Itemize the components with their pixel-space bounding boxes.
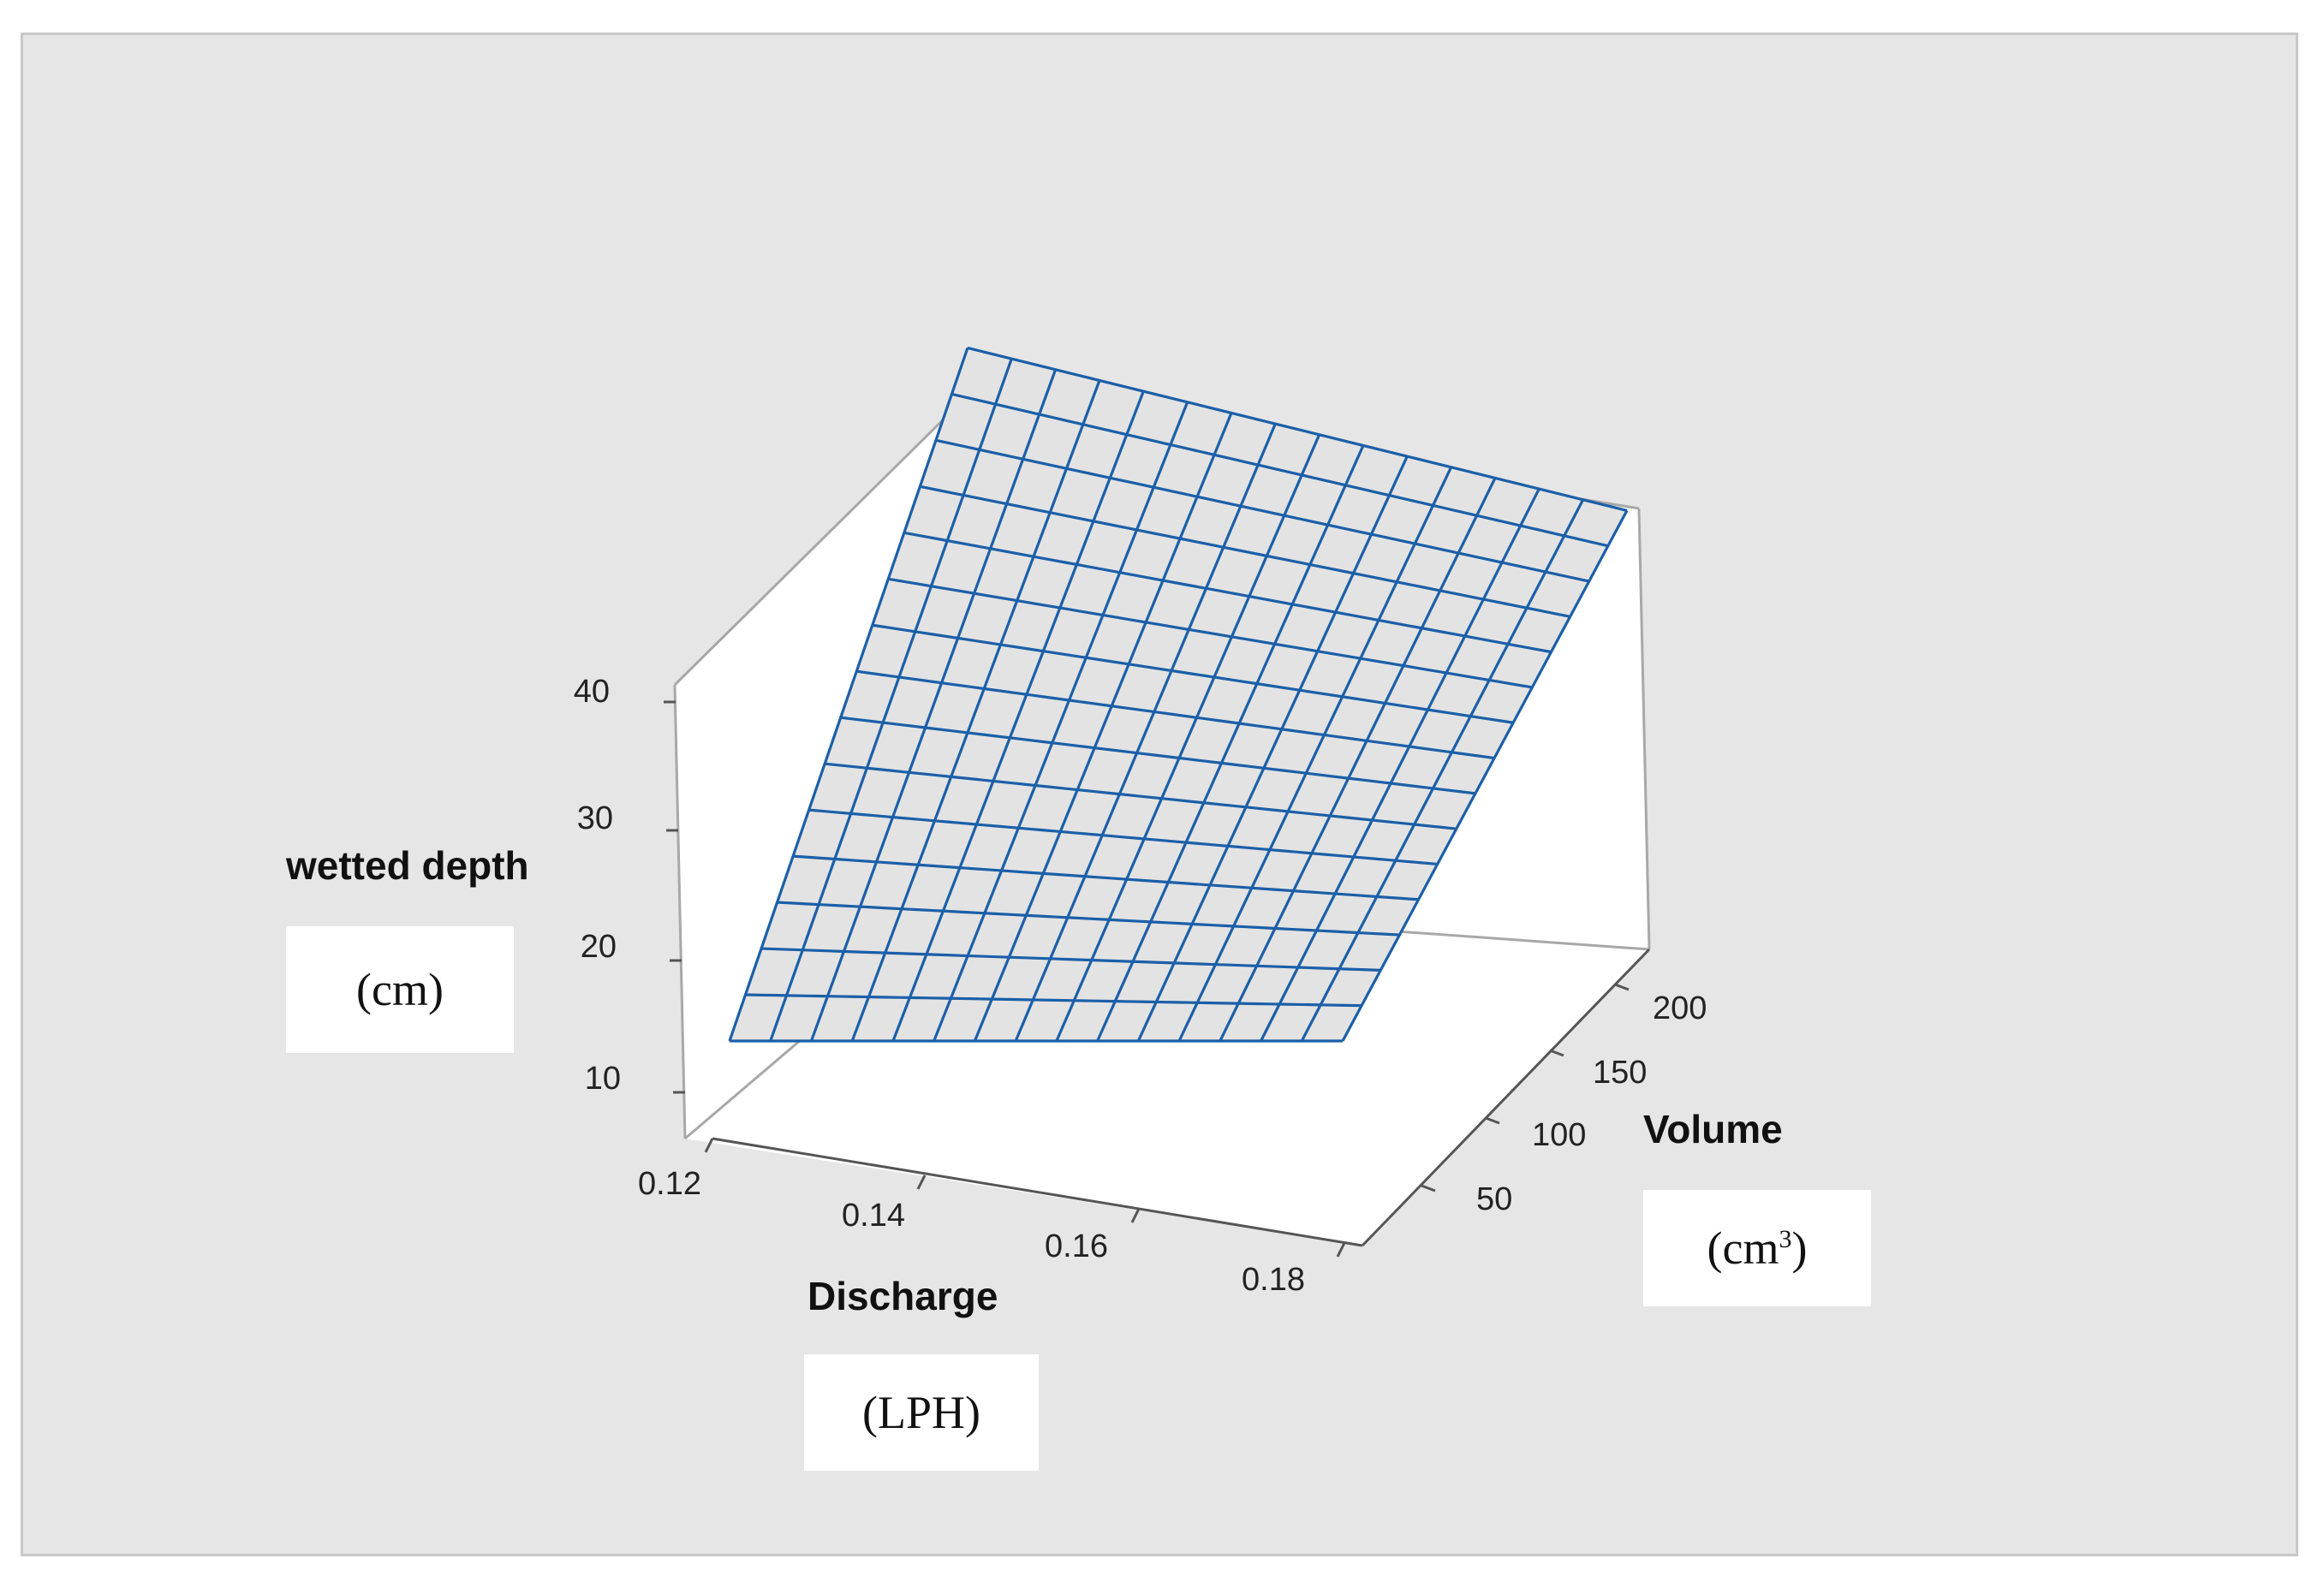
mesh-line-discharge [856, 669, 1495, 760]
y-tick-label: 50 [1476, 1181, 1512, 1217]
y-tick [1614, 983, 1630, 991]
mesh-line-discharge [808, 808, 1438, 866]
y-axis-unit-text: (cm3) [1707, 1222, 1808, 1275]
x-axis-line [712, 1137, 1363, 1247]
x-axis-title: Discharge [807, 1274, 998, 1318]
mesh-line-discharge [872, 623, 1514, 724]
y-tick-labels: 50 100 150 200 [1476, 990, 1707, 1217]
y-axis-unit-base: (cm [1707, 1222, 1779, 1274]
x-axis-unit-text: (LPH) [862, 1387, 980, 1438]
x-tick-label: 0.14 [842, 1198, 905, 1234]
x-tick [916, 1175, 927, 1190]
y-axis-unit-close: ) [1791, 1222, 1808, 1274]
y-axis-title: Volume [1643, 1107, 1783, 1151]
mesh-line-volume [933, 401, 1189, 1042]
mesh-line-volume [769, 358, 1013, 1042]
mesh-line-discharge [777, 901, 1400, 937]
mesh-line-discharge [903, 531, 1552, 654]
y-tick-label: 100 [1532, 1117, 1586, 1153]
y-axis-unit: (cm3) [1643, 1190, 1871, 1306]
mesh-line-volume [850, 379, 1101, 1042]
mesh-line-discharge [825, 762, 1457, 830]
y-axis-line [1361, 948, 1651, 1247]
mesh-line-volume [809, 369, 1058, 1042]
mesh-line-discharge [888, 577, 1533, 689]
mesh-line-volume [1219, 477, 1497, 1042]
z-tick-label: 20 [581, 929, 617, 965]
x-tick [1336, 1242, 1346, 1258]
y-tick [1421, 1184, 1436, 1192]
y-tick [1549, 1049, 1564, 1057]
z-tick-label: 30 [577, 800, 613, 836]
y-tick-label: 150 [1593, 1055, 1647, 1091]
z-tick-label: 40 [574, 674, 610, 710]
z-axis-title: wetted depth [285, 843, 529, 888]
surface-mesh [728, 346, 1629, 1043]
y-axis-unit-superscript: 3 [1779, 1225, 1792, 1253]
mesh-line-discharge [967, 346, 1628, 512]
z-tick-labels: 10 20 30 40 [574, 674, 621, 1097]
mesh-line-volume [728, 347, 969, 1042]
mesh-line-volume [973, 412, 1233, 1042]
mesh-line-volume [1177, 467, 1453, 1042]
x-tick-label: 0.16 [1045, 1228, 1108, 1264]
tick-marks [664, 700, 1630, 1258]
mesh-line-volume [1341, 509, 1629, 1042]
mesh-line-discharge [745, 993, 1362, 1008]
x-axis-unit: (LPH) [804, 1354, 1039, 1471]
mesh-line-volume [1300, 498, 1585, 1042]
mesh-line-volume [1096, 444, 1365, 1042]
y-tick-label: 200 [1653, 990, 1707, 1026]
mesh-line-discharge [793, 854, 1419, 901]
mesh-line-discharge [935, 438, 1590, 583]
mesh-line-volume [1260, 488, 1540, 1042]
x-tick-label: 0.12 [638, 1166, 701, 1202]
x-tick [1130, 1208, 1141, 1223]
box-edge-right-vertical [1637, 508, 1651, 950]
x-tick [704, 1138, 714, 1153]
box-edge-left-vertical [673, 684, 687, 1139]
mesh-line-volume [1136, 455, 1409, 1042]
mesh-line-discharge [840, 716, 1476, 795]
z-axis-unit-text: (cm) [356, 964, 444, 1015]
mesh-line-volume [1014, 423, 1277, 1042]
mesh-line-discharge [920, 485, 1570, 618]
mesh-line-volume [1055, 434, 1321, 1042]
x-tick-label: 0.18 [1242, 1262, 1305, 1298]
y-tick [1485, 1116, 1500, 1125]
x-tick-labels: 0.12 0.14 0.16 0.18 [638, 1166, 1305, 1298]
mesh-line-discharge [761, 947, 1381, 972]
z-axis-unit: (cm) [286, 926, 514, 1053]
mesh-line-discharge [951, 392, 1609, 548]
z-tick-label: 10 [585, 1061, 621, 1097]
axis-lines [712, 948, 1651, 1247]
mesh-line-volume [891, 390, 1145, 1042]
